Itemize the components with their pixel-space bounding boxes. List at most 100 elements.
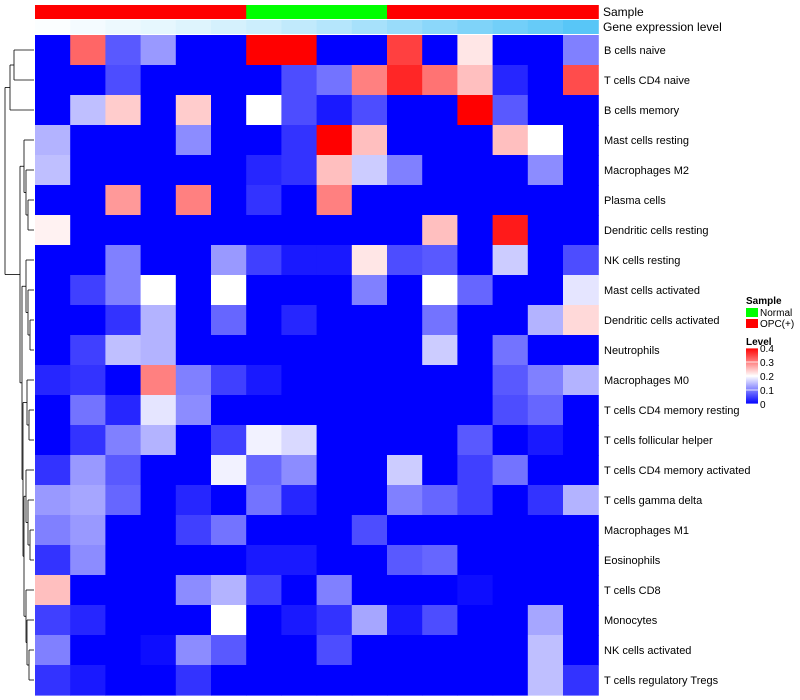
heatmap-cell [422, 155, 458, 186]
heatmap-cell [35, 305, 71, 336]
row-label: Dendritic cells activated [604, 315, 720, 327]
heatmap-cell [211, 395, 247, 426]
heatmap-cell [35, 665, 71, 696]
heatmap-cell [140, 275, 177, 306]
heatmap-cell [70, 65, 106, 96]
sample-annotation-cell [35, 5, 71, 19]
heatmap-cell [70, 395, 106, 426]
sample-annotation-cell [140, 5, 177, 19]
heatmap-cell [351, 575, 388, 606]
heatmap-cell [387, 395, 423, 426]
row-label: Eosinophils [604, 555, 661, 567]
heatmap-cell [316, 215, 353, 246]
heatmap-cell [35, 125, 71, 156]
heatmap-cell [387, 335, 423, 366]
heatmap-cell [175, 575, 212, 606]
heatmap-cell [140, 545, 177, 576]
gene-expression-annotation-cell [140, 20, 177, 34]
heatmap-cell [492, 215, 529, 246]
legend-level-tick-label: 0.3 [760, 358, 774, 369]
heatmap-cell [211, 125, 247, 156]
heatmap-cell [563, 245, 599, 276]
heatmap-cell [422, 395, 458, 426]
heatmap-cell [70, 35, 106, 66]
heatmap-cell [387, 35, 423, 66]
heatmap-cell [422, 515, 458, 546]
row-label: Macrophages M1 [604, 525, 689, 537]
gene-expression-annotation-cell [246, 20, 282, 34]
heatmap-cell [140, 365, 177, 396]
heatmap-cell [492, 485, 529, 516]
heatmap-cell [492, 425, 529, 456]
sample-annotation-cell [422, 5, 458, 19]
heatmap-cell [457, 545, 494, 576]
heatmap-cell [70, 605, 106, 636]
heatmap-cell [35, 515, 71, 546]
heatmap-cell [351, 515, 388, 546]
heatmap-cell [211, 35, 247, 66]
heatmap-cell [422, 335, 458, 366]
heatmap-cell [316, 365, 353, 396]
heatmap-cell [246, 275, 282, 306]
heatmap-cell [563, 545, 599, 576]
sample-annotation-cell [527, 5, 564, 19]
heatmap-cell [563, 575, 599, 606]
heatmap-cell [387, 635, 423, 666]
column-annotation-bars [35, 5, 599, 34]
heatmap-cell [422, 605, 458, 636]
heatmap-cell [35, 35, 71, 66]
heatmap-cell [422, 305, 458, 336]
heatmap-cell [457, 35, 494, 66]
heatmap-cell [492, 635, 529, 666]
heatmap-cell [316, 485, 353, 516]
heatmap-cell [35, 65, 71, 96]
heatmap-cell [35, 155, 71, 186]
heatmap-cell [316, 155, 353, 186]
heatmap-cell [246, 605, 282, 636]
legend-label-normal: Normal [760, 308, 792, 319]
gene-expression-annotation-cell [316, 20, 353, 34]
heatmap-cell [105, 395, 142, 426]
heatmap-cell [563, 35, 599, 66]
gene-expression-annotation-cell [175, 20, 212, 34]
heatmap-cell [351, 395, 388, 426]
row-label: T cells follicular helper [604, 435, 713, 447]
heatmap-cell [140, 185, 177, 216]
heatmap-cell [316, 185, 353, 216]
heatmap-cell [105, 605, 142, 636]
heatmap-cell [527, 545, 564, 576]
heatmap-cell [422, 185, 458, 216]
heatmap-cell [35, 395, 71, 426]
row-label: T cells gamma delta [604, 495, 703, 507]
heatmap-cell [246, 215, 282, 246]
heatmap-cell [105, 185, 142, 216]
heatmap-cell [35, 485, 71, 516]
heatmap-cell [105, 245, 142, 276]
heatmap-cell [527, 665, 564, 696]
heatmap-cell [281, 305, 318, 336]
heatmap-cell [457, 635, 494, 666]
heatmap-cell [175, 395, 212, 426]
sample-annotation-cell [492, 5, 529, 19]
heatmap-cell [35, 635, 71, 666]
heatmap-cell [281, 395, 318, 426]
heatmap-cell [387, 305, 423, 336]
heatmap-cell [351, 215, 388, 246]
heatmap-cell [457, 335, 494, 366]
heatmap-cell [281, 125, 318, 156]
gene-expression-annotation-cell [351, 20, 388, 34]
heatmap-cell [422, 215, 458, 246]
heatmap-cell [492, 335, 529, 366]
heatmap-cell [422, 635, 458, 666]
row-label: Mast cells resting [604, 135, 689, 147]
heatmap-cell [316, 545, 353, 576]
heatmap-cell [527, 515, 564, 546]
heatmap-cell [175, 215, 212, 246]
heatmap-cell [211, 215, 247, 246]
row-label: Monocytes [604, 615, 658, 627]
sample-annotation-cell [246, 5, 282, 19]
heatmap-cell [281, 245, 318, 276]
heatmap-cell [211, 605, 247, 636]
heatmap-cell [457, 185, 494, 216]
heatmap-cell [527, 275, 564, 306]
